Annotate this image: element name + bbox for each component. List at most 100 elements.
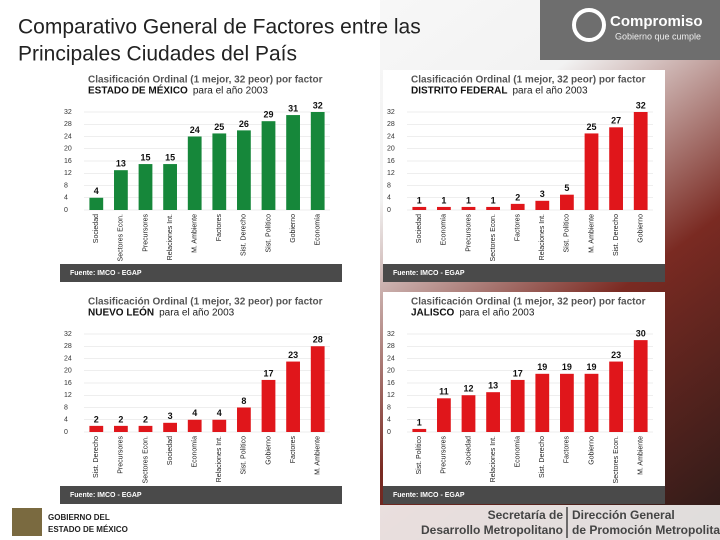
x-tick-label: Sist. Derecho	[613, 214, 620, 256]
x-tick-label: Relaciones Int.	[167, 214, 174, 260]
y-tick-label: 28	[387, 121, 395, 128]
value-label: 23	[288, 350, 298, 360]
y-tick-label: 16	[387, 380, 395, 387]
chart-period: para el año 2003	[159, 308, 235, 319]
y-tick-label: 24	[64, 355, 72, 362]
chart-period: para el año 2003	[459, 308, 535, 319]
value-label: 19	[586, 362, 596, 372]
value-label: 4	[192, 408, 197, 418]
y-tick-label: 8	[387, 182, 391, 189]
value-label: 13	[116, 159, 126, 169]
x-tick-label: M. Ambiente	[638, 436, 645, 475]
bar	[212, 133, 227, 210]
x-tick-label: Sectores Econ.	[613, 436, 620, 484]
x-tick-label: M. Ambiente	[192, 214, 199, 253]
value-label: 1	[417, 195, 422, 205]
bar	[461, 395, 476, 432]
chart-period: para el año 2003	[512, 86, 588, 97]
value-label: 2	[94, 414, 99, 424]
y-tick-label: 12	[387, 170, 395, 177]
y-tick-label: 24	[64, 133, 72, 140]
value-label: 1	[466, 195, 471, 205]
secretaria-text: Desarrollo Metropolitano	[421, 523, 563, 537]
value-label: 13	[488, 381, 498, 391]
value-label: 1	[441, 195, 446, 205]
bar	[237, 407, 251, 432]
bar	[163, 422, 177, 432]
x-tick-label: Sectores Econ.	[142, 436, 149, 484]
x-tick-label: M. Ambiente	[588, 214, 595, 253]
chart-state: JALISCO	[411, 308, 455, 319]
source-text: Fuente: IMCO - EGAP	[70, 492, 142, 499]
x-tick-label: Relaciones Int.	[216, 436, 223, 482]
chart-title: Clasificación Ordinal (1 mejor, 32 peor)…	[411, 75, 646, 86]
value-label: 2	[118, 414, 123, 424]
chart-state: DISTRITO FEDERAL	[411, 86, 507, 97]
bar	[461, 206, 476, 210]
value-label: 12	[463, 384, 473, 394]
y-tick-label: 8	[64, 182, 68, 189]
bar	[609, 361, 623, 432]
value-label: 2	[143, 414, 148, 424]
y-tick-label: 12	[64, 392, 72, 399]
bar	[89, 197, 104, 210]
x-tick-label: Sociedad	[416, 214, 423, 243]
bar	[584, 133, 599, 210]
y-tick-label: 12	[387, 392, 395, 399]
direccion-text: de Promoción Metropolitana	[572, 523, 720, 537]
y-tick-label: 4	[387, 195, 391, 202]
x-tick-label: Gobierno	[638, 214, 645, 243]
value-label: 5	[564, 183, 569, 193]
x-tick-label: Sociedad	[93, 214, 100, 243]
value-label: 4	[217, 408, 222, 418]
x-tick-label: Precursores	[118, 436, 125, 474]
x-tick-label: Sociedad	[465, 436, 472, 465]
source-bar	[60, 264, 342, 282]
x-tick-label: Sectores Econ.	[490, 214, 497, 262]
x-tick-label: Precursores	[465, 214, 472, 252]
value-label: 2	[515, 192, 520, 202]
slide-title: Principales Ciudades del País	[18, 43, 297, 66]
value-label: 8	[241, 396, 246, 406]
value-label: 25	[586, 122, 596, 132]
slide-title: Comparativo General de Factores entre la…	[18, 16, 421, 39]
value-label: 17	[263, 368, 273, 378]
x-tick-label: Gobierno	[290, 214, 297, 243]
value-label: 32	[636, 100, 646, 110]
x-tick-label: Sist. Político	[265, 214, 272, 253]
source-bar	[383, 486, 665, 504]
x-tick-label: Factores	[515, 214, 522, 242]
bar	[412, 206, 427, 210]
x-tick-label: Sectores Econ.	[118, 214, 125, 262]
value-label: 3	[168, 411, 173, 421]
bar	[163, 164, 177, 210]
chart-panel: Clasificación Ordinal (1 mejor, 32 peor)…	[383, 70, 665, 282]
y-tick-label: 0	[387, 429, 391, 436]
bar	[560, 194, 574, 210]
bar	[633, 340, 648, 432]
bar	[510, 379, 525, 432]
y-tick-label: 32	[387, 109, 395, 116]
y-tick-label: 4	[387, 417, 391, 424]
source-bar	[60, 486, 342, 504]
value-label: 28	[313, 335, 323, 345]
source-text: Fuente: IMCO - EGAP	[393, 492, 465, 499]
value-label: 4	[94, 186, 99, 196]
x-tick-label: Sist. Político	[241, 436, 248, 475]
value-label: 32	[313, 100, 323, 110]
source-text: Fuente: IMCO - EGAP	[70, 270, 142, 277]
x-tick-label: Factores	[216, 214, 223, 242]
bar	[535, 373, 550, 432]
chart-panel: Clasificación Ordinal (1 mejor, 32 peor)…	[383, 292, 665, 504]
value-label: 24	[190, 125, 200, 135]
bar	[486, 206, 500, 210]
y-tick-label: 24	[387, 355, 395, 362]
value-label: 19	[537, 362, 547, 372]
bar	[138, 425, 153, 432]
y-tick-label: 32	[64, 331, 72, 338]
value-label: 27	[611, 116, 621, 126]
y-tick-label: 28	[64, 121, 72, 128]
x-tick-label: Relaciones Int.	[490, 436, 497, 482]
logo-icon	[572, 8, 606, 42]
chart-title: Clasificación Ordinal (1 mejor, 32 peor)…	[88, 75, 323, 86]
